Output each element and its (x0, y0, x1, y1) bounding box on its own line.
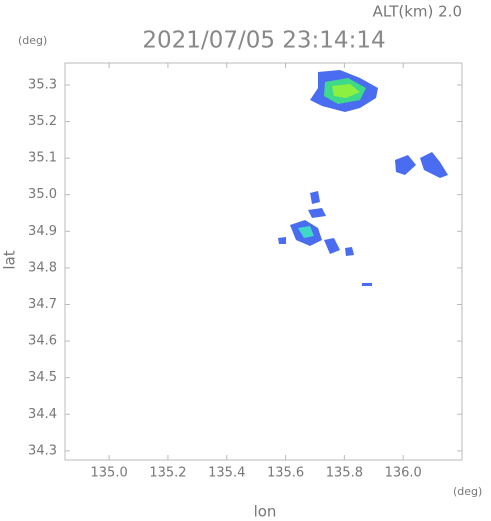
x-tick-label: 135.6 (267, 466, 304, 481)
y-tick-label: 35.0 (28, 187, 57, 202)
altitude-label: ALT(km) 2.0 (373, 3, 462, 21)
y-tick-label: 35.3 (28, 77, 57, 92)
x-tick-label: 135.0 (91, 466, 128, 481)
y-tick-label: 34.8 (28, 260, 57, 275)
x-tick-label: 135.8 (326, 466, 363, 481)
x-tick-label: 135.4 (208, 466, 245, 481)
x-tick-label: 135.2 (149, 466, 186, 481)
y-tick-label: 35.1 (28, 151, 57, 166)
y-unit: (deg) (18, 34, 47, 47)
x-unit: (deg) (453, 485, 482, 498)
y-tick-label: 35.2 (28, 114, 57, 129)
y-tick-label: 34.6 (28, 334, 57, 349)
y-tick-label: 34.3 (28, 443, 57, 458)
chart-title: 2021/07/05 23:14:14 (142, 28, 385, 54)
plot-frame (64, 62, 463, 461)
y-tick-label: 34.4 (28, 407, 57, 422)
radar-echoes (278, 70, 448, 286)
y-tick-label: 34.5 (28, 370, 57, 385)
y-tick-label: 34.9 (28, 224, 57, 239)
y-tick-label: 34.7 (28, 297, 57, 312)
y-axis-label: lat (1, 250, 19, 269)
x-axis-label: lon (254, 503, 277, 521)
x-tick-label: 136.0 (385, 466, 422, 481)
